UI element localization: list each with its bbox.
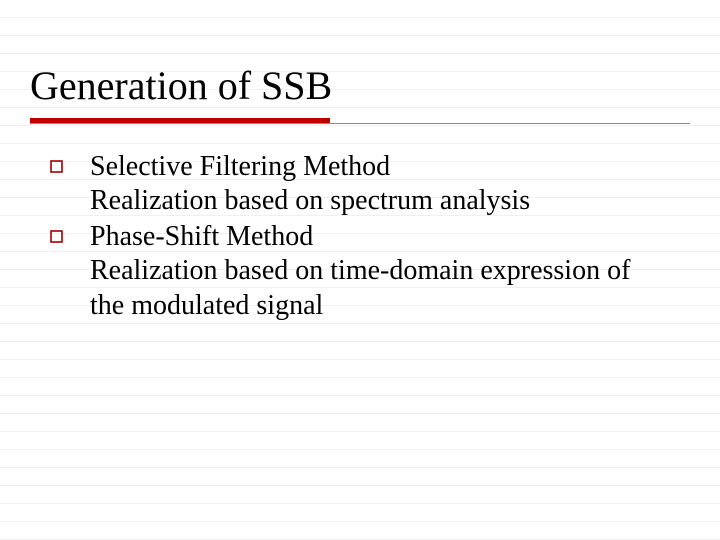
- title-underline: [30, 118, 690, 128]
- title-underline-grey: [30, 123, 690, 124]
- list-item-line: Selective Filtering Method: [90, 150, 670, 184]
- list-item-text: Selective Filtering Method Realization b…: [90, 150, 670, 218]
- body: Selective Filtering Method Realization b…: [50, 150, 670, 325]
- slide-title: Generation of SSB: [30, 64, 332, 108]
- slide: Generation of SSB Selective Filtering Me…: [0, 0, 720, 540]
- square-bullet-icon: [50, 150, 90, 173]
- list-item-line: Realization based on time-domain express…: [90, 254, 670, 322]
- list-item-line: Realization based on spectrum analysis: [90, 184, 670, 218]
- list-item: Selective Filtering Method Realization b…: [50, 150, 670, 218]
- list-item: Phase-Shift Method Realization based on …: [50, 220, 670, 322]
- list-item-text: Phase-Shift Method Realization based on …: [90, 220, 670, 322]
- square-bullet-icon: [50, 220, 90, 243]
- list-item-line: Phase-Shift Method: [90, 220, 670, 254]
